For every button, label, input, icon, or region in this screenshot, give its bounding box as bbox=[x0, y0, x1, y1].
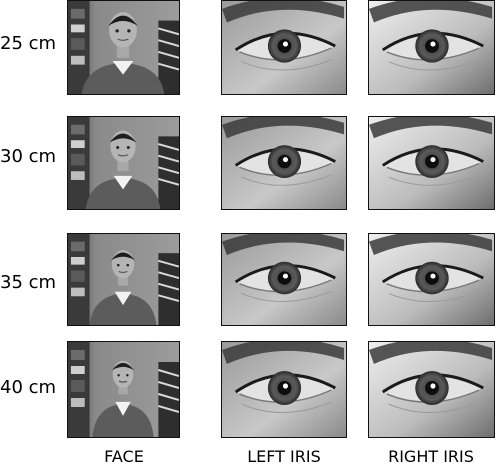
left-iris-photo-row-1 bbox=[221, 0, 347, 95]
right-iris-photo-row-1 bbox=[368, 0, 495, 95]
right-iris-photo-row-3 bbox=[368, 233, 495, 326]
face-photo-row-3 bbox=[67, 233, 180, 326]
column-label-face: FACE bbox=[104, 447, 144, 466]
face-photo-row-4 bbox=[67, 341, 180, 438]
right-iris-photo-row-4 bbox=[368, 341, 495, 438]
right-iris-photo-row-2 bbox=[368, 116, 495, 210]
distance-label-row-2: 30 cm bbox=[0, 146, 57, 167]
left-iris-photo-row-2 bbox=[221, 116, 347, 210]
distance-label-row-1: 25 cm bbox=[0, 33, 57, 54]
distance-label-row-4: 40 cm bbox=[0, 377, 57, 398]
distance-label-row-3: 35 cm bbox=[0, 272, 57, 293]
face-photo-row-1 bbox=[67, 0, 180, 95]
left-iris-photo-row-4 bbox=[221, 341, 347, 438]
face-photo-row-2 bbox=[67, 116, 180, 210]
left-iris-photo-row-3 bbox=[221, 233, 347, 326]
column-label-left-iris: LEFT IRIS bbox=[247, 447, 321, 466]
column-label-right-iris: RIGHT IRIS bbox=[388, 447, 474, 466]
